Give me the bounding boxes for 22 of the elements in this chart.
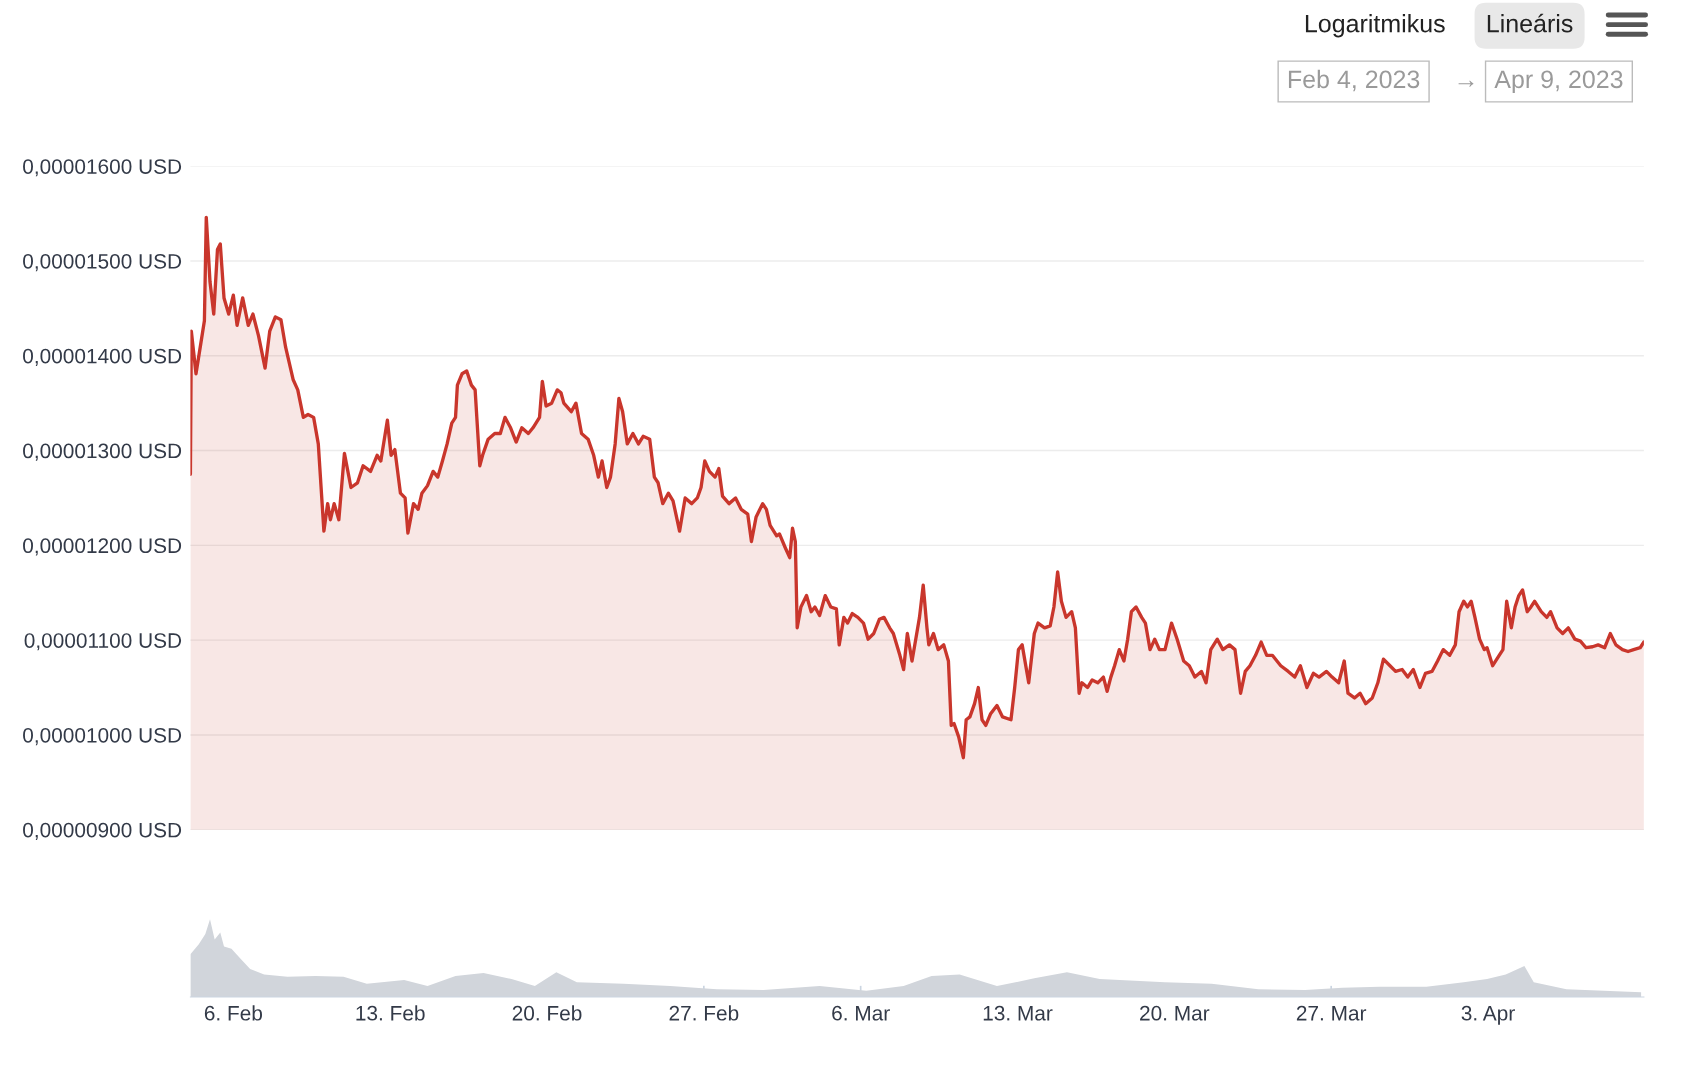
x-tick-label: 20. Mar (1140, 1005, 1210, 1021)
text: Feb 4, 2023 (1288, 69, 1420, 92)
x-tick-label: 6. Feb (204, 1005, 262, 1021)
y-tick-label: 0,00001600 USD (23, 159, 182, 177)
x-tick-label: 3. Apr (1461, 1005, 1515, 1025)
x-tick-label: 6. Mar (832, 1005, 890, 1021)
text: → (1458, 80, 1474, 87)
text: Lineáris (1487, 13, 1573, 33)
text: Logaritmikus (1305, 14, 1445, 38)
y-tick-label: 0,00001100 USD (24, 633, 182, 651)
y-tick-label: 0,00001300 USD (23, 443, 182, 461)
x-tick-label: 27. Feb (669, 1005, 739, 1021)
y-tick-label: 0,00001400 USD (23, 348, 182, 366)
y-tick-label: 0,00000900 USD (23, 822, 182, 840)
x-tick-label: 13. Mar (983, 1005, 1053, 1021)
y-tick-label: 0,00001200 USD (23, 538, 182, 556)
y-tick-label: 0,00001000 USD (23, 727, 182, 746)
y-tick-label: 0,00001500 USD (23, 253, 182, 272)
x-tick-label: 27. Mar (1296, 1005, 1367, 1021)
x-tick-label: 13. Feb (356, 1005, 425, 1021)
x-tick-label: 20. Feb (512, 1005, 582, 1021)
text: Apr 9, 2023 (1494, 70, 1623, 94)
